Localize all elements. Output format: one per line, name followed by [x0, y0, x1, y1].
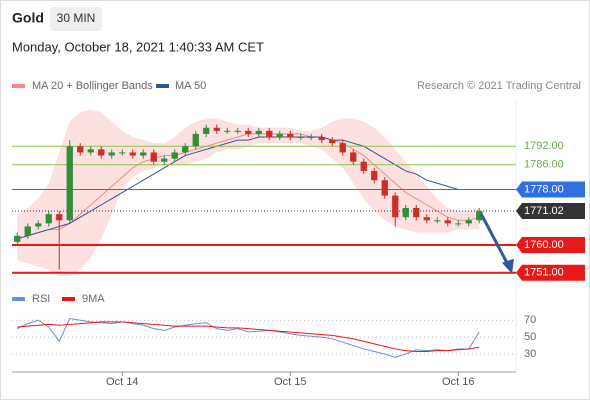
legend-swatch: [62, 297, 75, 301]
candle-body: [213, 127, 220, 131]
candle-body: [14, 235, 21, 242]
rsi-tick-label: 70: [524, 314, 536, 326]
forecast-arrowhead: [502, 258, 514, 274]
candle-body: [24, 226, 31, 236]
candle-body: [465, 220, 472, 224]
legend-label: 9MA: [82, 293, 105, 305]
candle-body: [56, 214, 63, 221]
level-box: [516, 181, 585, 198]
candle-body: [444, 220, 451, 224]
candle-body: [119, 152, 126, 154]
candle-body: [287, 133, 294, 138]
candle-body: [45, 214, 52, 224]
candle-body: [350, 152, 357, 162]
level-label: 1786.00: [524, 159, 564, 171]
level-box: [516, 264, 585, 281]
level-label: 1760.00: [524, 239, 564, 251]
candle-body: [360, 161, 367, 171]
candle-body: [245, 130, 252, 134]
candle-body: [192, 133, 199, 147]
candle-body: [255, 130, 262, 134]
rsi-tick-label: 30: [524, 348, 536, 360]
candle-body: [203, 127, 210, 134]
level-label: 1751.00: [524, 267, 564, 279]
candle-body: [161, 158, 168, 162]
candle-body: [77, 146, 84, 153]
candle-body: [297, 137, 304, 139]
candle-body: [455, 223, 462, 225]
chart-title: Gold: [12, 10, 44, 26]
candle-body: [392, 195, 399, 218]
candle-body: [35, 223, 42, 227]
level-box: [516, 236, 585, 253]
candle-body: [413, 207, 420, 218]
ma-line: [17, 136, 480, 240]
legend-swatch: [12, 297, 25, 301]
level-label: 1792.00: [524, 140, 564, 152]
candle-body: [87, 149, 94, 153]
candle-body: [66, 146, 73, 221]
legend-label: MA 20 + Bollinger Bands: [32, 80, 153, 92]
legend-label: MA 50: [175, 80, 206, 92]
candle-body: [381, 180, 388, 196]
x-tick-label: Oct 14: [106, 376, 138, 388]
legend-swatch: [12, 84, 25, 88]
candle-body: [423, 217, 430, 221]
forecast-arrow: [479, 213, 510, 266]
candle-body: [108, 152, 115, 156]
candle-body: [371, 170, 378, 181]
timeframe-box: [50, 7, 102, 31]
level-box: [516, 202, 585, 219]
rsi-tick-label: 50: [524, 331, 536, 343]
credit: Research © 2021 Trading Central: [417, 80, 581, 92]
candle-body: [98, 149, 105, 156]
legend-label: RSI: [32, 293, 50, 305]
timeframe: 30 MIN: [57, 11, 96, 25]
candle-body: [171, 152, 178, 159]
x-tick-label: Oct 16: [442, 376, 474, 388]
candle-body: [476, 211, 483, 221]
candle-body: [434, 220, 441, 222]
level-label: 1778.00: [524, 183, 564, 195]
candle-body: [329, 140, 336, 144]
candle-body: [339, 143, 346, 153]
candle-body: [402, 207, 409, 218]
candle-body: [129, 152, 136, 156]
candle-body: [182, 146, 189, 153]
level-label: 1771.02: [524, 205, 564, 217]
candle-body: [150, 152, 157, 162]
candle-body: [140, 152, 147, 156]
rsi-line: [17, 321, 480, 352]
candle-body: [266, 130, 273, 138]
subtitle: Monday, October 18, 2021 1:40:33 AM CET: [12, 39, 264, 54]
legend-swatch: [156, 84, 169, 88]
x-tick-label: Oct 15: [274, 376, 306, 388]
candle-body: [224, 130, 231, 132]
candle-body: [234, 130, 241, 132]
candle-body: [276, 133, 283, 138]
candle-body: [308, 137, 315, 139]
candle-body: [318, 137, 325, 141]
